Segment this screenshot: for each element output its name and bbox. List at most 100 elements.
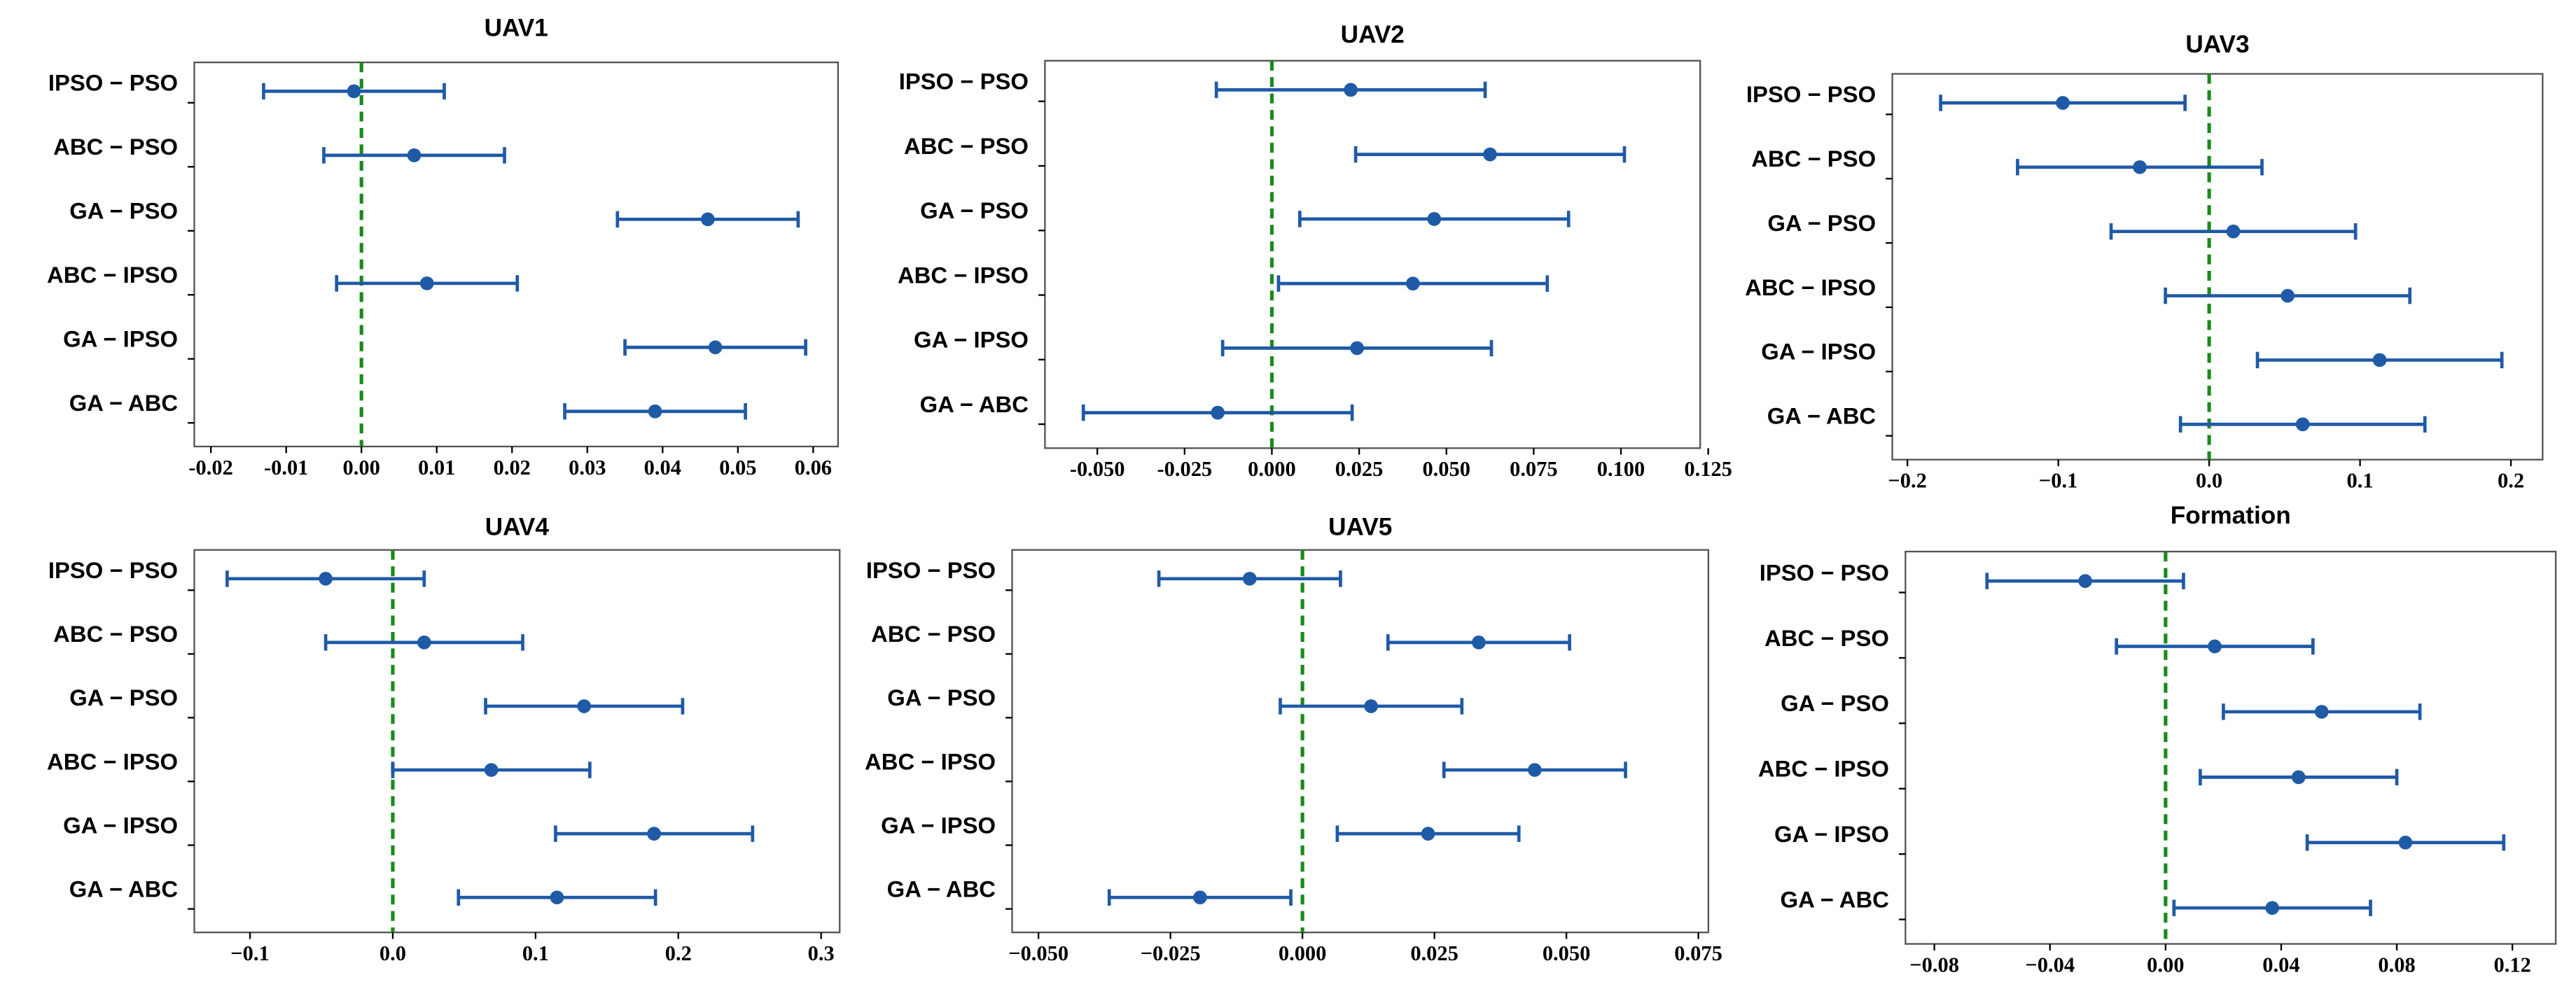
mean-point (1193, 890, 1207, 905)
chart-title: UAV1 (485, 15, 548, 42)
mean-point (2281, 288, 2295, 303)
x-tick-label: −0.08 (1909, 953, 1959, 976)
mean-point (1421, 827, 1435, 841)
chart-title: UAV3 (2185, 31, 2249, 58)
mean-point (708, 340, 723, 355)
y-tick-label: ABC − PSO (1751, 146, 1876, 171)
mean-point (1483, 147, 1497, 162)
x-tick-label: -0.01 (264, 456, 308, 479)
x-tick-label: 0.025 (1335, 457, 1384, 481)
y-tick-label: IPSO − PSO (1760, 559, 1889, 585)
y-tick-label: IPSO − PSO (899, 69, 1029, 94)
chart-title: Formation (2171, 502, 2291, 529)
mean-point (577, 699, 592, 713)
y-tick-label: IPSO − PSO (866, 557, 996, 583)
chart-title: UAV2 (1341, 21, 1405, 48)
x-tick-label: 0.12 (2494, 953, 2531, 976)
mean-point (2265, 901, 2280, 916)
y-tick-label: ABC − PSO (53, 621, 178, 647)
chart-title: UAV4 (485, 513, 550, 540)
y-tick-label: ABC − PSO (871, 621, 996, 647)
mean-point (407, 148, 422, 162)
x-tick-label: 0.08 (2378, 953, 2415, 976)
x-tick-label: −0.050 (1008, 941, 1068, 965)
x-tick-label: 0.050 (1422, 457, 1470, 481)
x-tick-label: -0.025 (1157, 457, 1212, 481)
x-tick-label: 0.06 (795, 456, 832, 479)
x-tick-label: 0.05 (719, 456, 756, 479)
x-tick-label: 0.03 (569, 456, 606, 479)
plot-frame (193, 549, 841, 934)
y-tick-label: GA − PSO (920, 197, 1029, 223)
mean-point (347, 84, 361, 99)
x-tick-label: 0.025 (1410, 941, 1458, 965)
x-tick-label: −0.1 (2039, 469, 2077, 493)
y-tick-label: GA − PSO (887, 685, 996, 710)
y-tick-label: ABC − PSO (53, 134, 178, 160)
mean-point (1406, 276, 1420, 290)
x-tick-label: 0.02 (494, 456, 531, 479)
x-tick-label: −0.025 (1141, 941, 1201, 965)
x-tick-label: 0.3 (808, 941, 835, 965)
y-tick-label: GA − PSO (69, 685, 178, 710)
y-tick-label: ABC − IPSO (1758, 756, 1889, 782)
y-tick-label: ABC − IPSO (1745, 274, 1876, 300)
mean-point (319, 571, 333, 586)
x-tick-label: 0.04 (2262, 953, 2299, 976)
y-tick-label: GA − IPSO (63, 326, 178, 352)
y-tick-label: GA − IPSO (63, 812, 178, 838)
mean-point (1427, 212, 1442, 226)
y-tick-label: IPSO − PSO (1746, 81, 1876, 107)
x-tick-label: 0.00 (343, 456, 380, 479)
y-tick-label: GA − IPSO (1774, 821, 1889, 847)
y-tick-label: ABC − PSO (904, 133, 1029, 159)
plot-frame (1044, 59, 1701, 449)
mean-point (2208, 639, 2222, 654)
x-tick-label: −0.2 (1888, 469, 1926, 493)
y-tick-label: GA − PSO (69, 198, 178, 224)
x-tick-label: −0.04 (2025, 953, 2075, 976)
mean-point (1350, 341, 1364, 356)
x-tick-label: 0.0 (2196, 469, 2222, 493)
mean-point (648, 404, 662, 419)
x-tick-label: 0.000 (1248, 457, 1296, 481)
mean-point (701, 212, 715, 227)
mean-point (2314, 705, 2329, 719)
x-tick-label: 0.050 (1543, 941, 1591, 965)
chart-title: UAV5 (1328, 513, 1392, 540)
plot-frame (1905, 550, 2557, 945)
x-tick-label: 0.2 (665, 941, 692, 965)
y-tick-label: GA − ABC (920, 391, 1029, 417)
mean-point (2291, 770, 2306, 785)
y-tick-label: GA − ABC (69, 390, 178, 416)
y-tick-label: ABC − PSO (1764, 625, 1889, 651)
mean-point (2133, 160, 2147, 174)
y-tick-label: ABC − IPSO (898, 262, 1029, 288)
y-tick-label: ABC − IPSO (47, 748, 178, 774)
mean-point (647, 827, 661, 841)
mean-point (2295, 417, 2310, 432)
plot-frame (193, 61, 840, 448)
mean-point (2226, 224, 2241, 239)
y-tick-label: GA − ABC (1781, 886, 1889, 912)
x-tick-label: 0.00 (2147, 953, 2184, 976)
mean-point (484, 763, 499, 777)
mean-point (417, 636, 431, 650)
mean-point (2372, 353, 2387, 367)
mean-point (1211, 405, 1225, 420)
mean-point (1344, 83, 1358, 97)
y-tick-label: GA − PSO (1767, 210, 1876, 236)
x-tick-label: 0.100 (1597, 457, 1645, 481)
y-tick-label: IPSO − PSO (48, 557, 178, 583)
y-tick-label: GA − ABC (69, 876, 178, 902)
x-tick-label: 0.2 (2498, 469, 2524, 493)
x-tick-label: −0.1 (230, 941, 269, 965)
mean-point (2078, 574, 2092, 588)
mean-point (1242, 571, 1257, 586)
plot-frame (1011, 549, 1710, 934)
x-tick-label: 0.075 (1674, 941, 1722, 965)
mean-point (1528, 763, 1542, 777)
x-tick-label: 0.04 (644, 456, 681, 479)
